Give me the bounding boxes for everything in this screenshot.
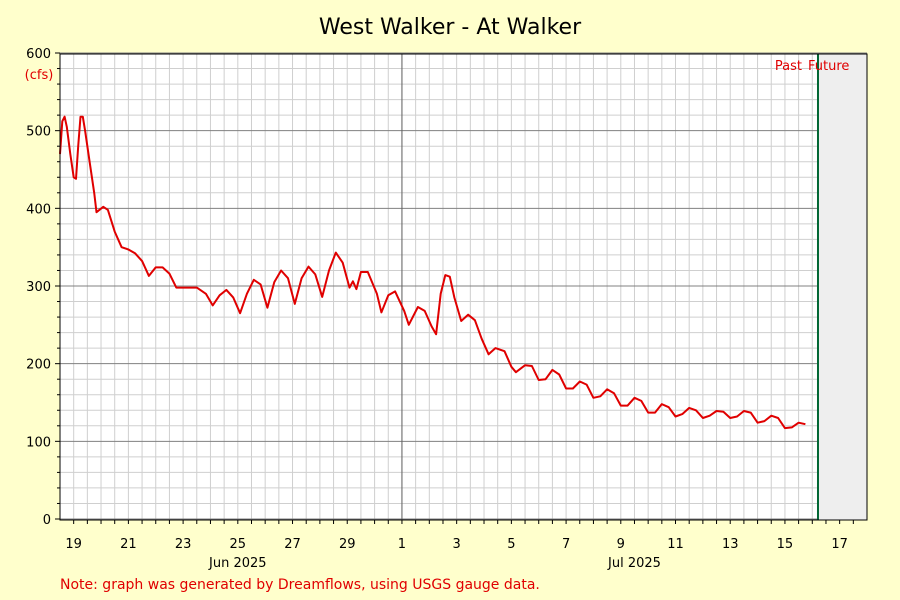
x-tick-label: 7 <box>562 537 570 552</box>
x-tick-label: 5 <box>507 537 515 552</box>
x-tick-label: 23 <box>175 537 192 552</box>
x-tick-label: 25 <box>230 537 247 552</box>
axis-ticks <box>55 52 854 524</box>
x-tick-label: 19 <box>65 537 82 552</box>
x-tick-label: 15 <box>777 537 794 552</box>
y-tick-label: 400 <box>26 202 51 217</box>
x-tick-label: 1 <box>398 537 406 552</box>
month-label: Jun 2025 <box>208 556 267 571</box>
x-tick-label: 17 <box>831 537 848 552</box>
y-tick-label: 0 <box>43 513 51 528</box>
source-note: Note: graph was generated by Dreamflows,… <box>60 577 540 593</box>
future-region <box>817 54 867 520</box>
future-label: Future <box>808 59 849 74</box>
y-tick-label: 300 <box>26 280 51 295</box>
plot-frame <box>59 53 868 521</box>
y-tick-label: 200 <box>26 358 51 373</box>
y-tick-label: 600 <box>26 47 51 62</box>
future-shade <box>817 54 867 520</box>
past-label: Past <box>775 59 802 74</box>
series-lines <box>59 54 819 520</box>
x-tick-label: 9 <box>617 537 625 552</box>
x-tick-label: 13 <box>722 537 739 552</box>
chart-title: West Walker - At Walker <box>319 15 582 40</box>
month-label: Jul 2025 <box>607 556 661 571</box>
x-tick-label: 27 <box>284 537 301 552</box>
x-tick-label: 3 <box>453 537 461 552</box>
y-tick-label: 500 <box>26 125 51 140</box>
x-tick-label: 21 <box>120 537 137 552</box>
y-tick-label: 100 <box>26 435 51 450</box>
unit-label: (cfs) <box>25 68 54 83</box>
flow-series-line <box>59 115 806 430</box>
x-tick-label: 11 <box>667 537 684 552</box>
x-tick-label: 29 <box>339 537 356 552</box>
